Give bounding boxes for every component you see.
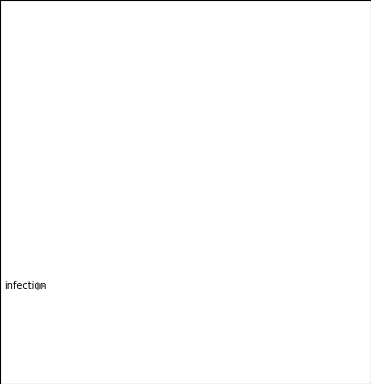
Bar (251, 207, 273, 243)
Title: GDS3549 / 1441522_at: GDS3549 / 1441522_at (109, 30, 271, 44)
Text: GSM314220: GSM314220 (66, 263, 75, 309)
FancyBboxPatch shape (190, 280, 334, 286)
Text: rank, Detection Call = ABSENT: rank, Detection Call = ABSENT (69, 331, 220, 341)
FancyBboxPatch shape (238, 245, 286, 280)
Text: GSM314222: GSM314222 (162, 263, 171, 309)
Bar (190, 46, 238, 243)
Bar (238, 46, 286, 243)
Text: norovirus: norovirus (95, 278, 141, 288)
FancyBboxPatch shape (46, 280, 190, 286)
Text: count: count (69, 290, 97, 300)
Text: value, Detection Call = ABSENT: value, Detection Call = ABSENT (69, 318, 224, 328)
Text: GSM314244: GSM314244 (210, 263, 219, 309)
Bar (203, 204, 225, 243)
Text: percentile rank within the sample: percentile rank within the sample (69, 304, 234, 314)
Bar (60, 92, 81, 243)
Bar (286, 46, 334, 243)
FancyBboxPatch shape (142, 245, 190, 280)
Text: ▶: ▶ (37, 281, 46, 291)
Bar (94, 46, 142, 243)
Text: infection: infection (4, 281, 46, 291)
Bar (108, 177, 129, 243)
Text: GSM314221: GSM314221 (114, 263, 123, 309)
FancyBboxPatch shape (94, 245, 142, 280)
Text: control: control (245, 278, 279, 288)
Text: GSM314246: GSM314246 (305, 263, 315, 309)
Bar (299, 212, 321, 243)
Text: GSM314245: GSM314245 (257, 263, 266, 309)
FancyBboxPatch shape (46, 245, 94, 280)
Bar (46, 46, 94, 243)
Bar (155, 209, 177, 243)
FancyBboxPatch shape (286, 245, 334, 280)
FancyBboxPatch shape (190, 245, 238, 280)
Bar (142, 46, 190, 243)
